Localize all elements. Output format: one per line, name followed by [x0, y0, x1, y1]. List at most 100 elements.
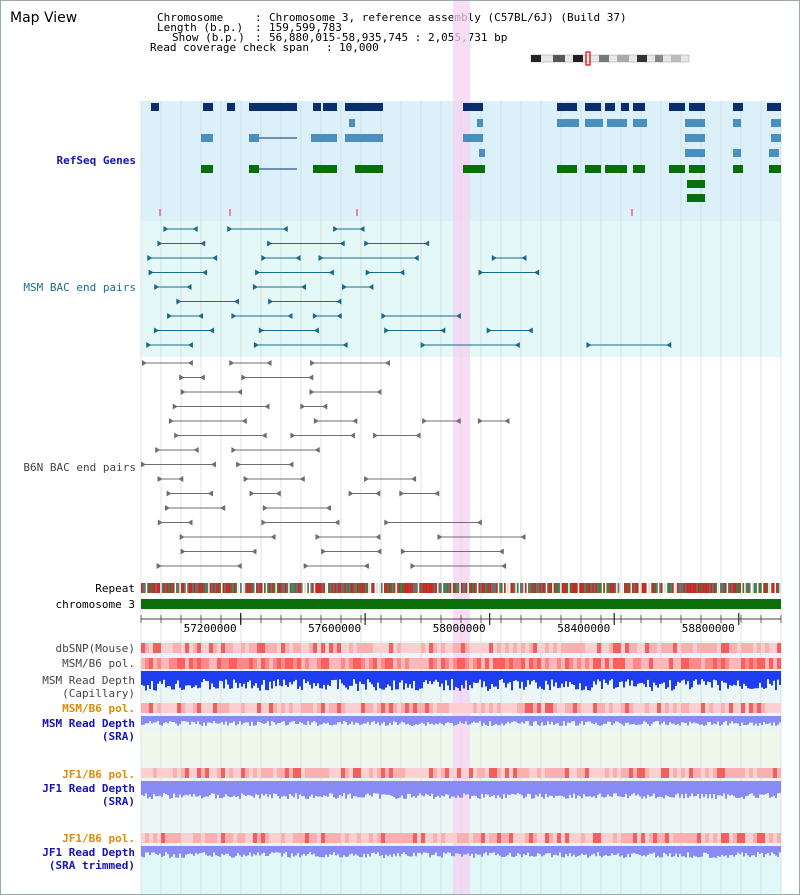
repeat-mark — [630, 583, 632, 593]
pol-segment — [217, 643, 221, 653]
pol-segment — [357, 768, 361, 778]
pol-segment — [537, 703, 541, 713]
polymorphism-bands[interactable] — [141, 643, 781, 843]
depth-bar — [653, 781, 655, 794]
depth-bar — [631, 716, 633, 725]
depth-bar — [723, 716, 725, 723]
pol-segment — [157, 643, 161, 653]
repeat-mark — [198, 583, 200, 593]
pol-segment — [557, 658, 561, 669]
pol-segment — [161, 658, 165, 669]
depth-bar — [505, 846, 507, 857]
repeat-mark — [155, 583, 157, 593]
depth-bar — [293, 781, 295, 798]
pol-segment — [649, 703, 653, 713]
depth-bar — [707, 671, 709, 682]
repeat-mark — [368, 583, 370, 593]
b6n-pair-end — [243, 476, 249, 482]
refseq-track-label[interactable]: RefSeq Genes — [56, 154, 136, 167]
chromosome-ideogram[interactable] — [530, 51, 690, 66]
depth-bar — [761, 846, 763, 853]
refseq-genes[interactable] — [151, 103, 781, 216]
depth-bar — [553, 716, 555, 726]
msm-bac-track-label[interactable]: MSM BAC end pairs — [23, 281, 136, 294]
repeat-track[interactable] — [141, 583, 781, 593]
depth-bar — [271, 781, 273, 799]
depth-bar — [229, 671, 231, 689]
read-depth-bars[interactable] — [141, 671, 781, 858]
depth-bar — [471, 671, 473, 689]
depth-bar — [767, 846, 769, 854]
depth-bar — [529, 781, 531, 795]
depth-bar — [651, 671, 653, 691]
depth-bar — [641, 846, 643, 857]
pol-segment — [293, 658, 297, 669]
repeat-mark — [301, 583, 303, 593]
pol-segment — [581, 833, 585, 843]
pol-segment — [669, 833, 673, 843]
depth-bar — [309, 846, 311, 853]
depth-bar — [411, 716, 413, 726]
pol-segment — [405, 768, 409, 778]
depth-bar — [165, 671, 167, 688]
depth-bar — [553, 781, 555, 798]
b6n-bac-end-pairs[interactable] — [141, 360, 526, 569]
pol-segment — [189, 768, 193, 778]
repeat-mark — [270, 583, 272, 593]
pol-segment — [457, 833, 461, 843]
msm-bac-end-pairs[interactable] — [146, 226, 672, 348]
depth-bar — [261, 781, 263, 794]
repeat-mark — [329, 583, 332, 593]
repeat-mark — [321, 583, 324, 593]
pol-segment — [453, 643, 457, 653]
depth-bar — [283, 716, 285, 722]
repeat-mark — [653, 583, 655, 593]
msm-pair-end — [192, 226, 198, 232]
pol-segment — [213, 833, 217, 843]
b6n-pair-end — [179, 374, 185, 381]
depth-bar — [467, 846, 469, 854]
pol-segment — [249, 703, 253, 713]
depth-bar — [327, 671, 329, 685]
pol-segment — [593, 643, 597, 653]
depth-bar — [357, 781, 359, 798]
depth-bar — [705, 781, 707, 795]
pol-segment — [477, 703, 481, 713]
depth-bar — [391, 846, 393, 857]
pol-segment — [253, 833, 257, 843]
depth-bar — [745, 671, 747, 686]
pol-segment — [697, 833, 701, 843]
pol-segment — [765, 833, 769, 843]
pol-segment — [413, 703, 417, 713]
depth-bar — [713, 846, 715, 858]
depth-bar — [503, 781, 505, 795]
b6n-bac-track-label[interactable]: B6N BAC end pairs — [23, 461, 136, 474]
depth-bar — [311, 846, 313, 855]
depth-bar — [171, 716, 173, 722]
repeat-mark — [377, 583, 380, 593]
depth-bar — [563, 846, 565, 858]
pol-segment — [149, 643, 153, 653]
depth-bar — [225, 716, 227, 722]
pol-segment — [777, 768, 781, 778]
depth-bar — [587, 846, 589, 858]
repeat-mark — [694, 583, 696, 593]
pol-segment — [729, 643, 733, 653]
depth-bar — [661, 671, 663, 684]
chromosome-bar[interactable] — [141, 599, 781, 609]
depth-bar — [385, 846, 387, 855]
depth-bar — [411, 846, 413, 857]
depth-bar — [221, 671, 223, 682]
depth-bar — [387, 846, 389, 857]
depth-bar — [391, 781, 393, 796]
depth-bar — [335, 716, 337, 725]
repeat-mark — [486, 583, 488, 593]
pol-segment — [485, 768, 489, 778]
repeat-mark — [563, 583, 565, 593]
pol-segment — [577, 703, 581, 713]
depth-bar — [369, 781, 371, 796]
gene-exon — [463, 134, 483, 142]
pol-segment — [193, 658, 197, 669]
depth-bar — [483, 671, 485, 682]
